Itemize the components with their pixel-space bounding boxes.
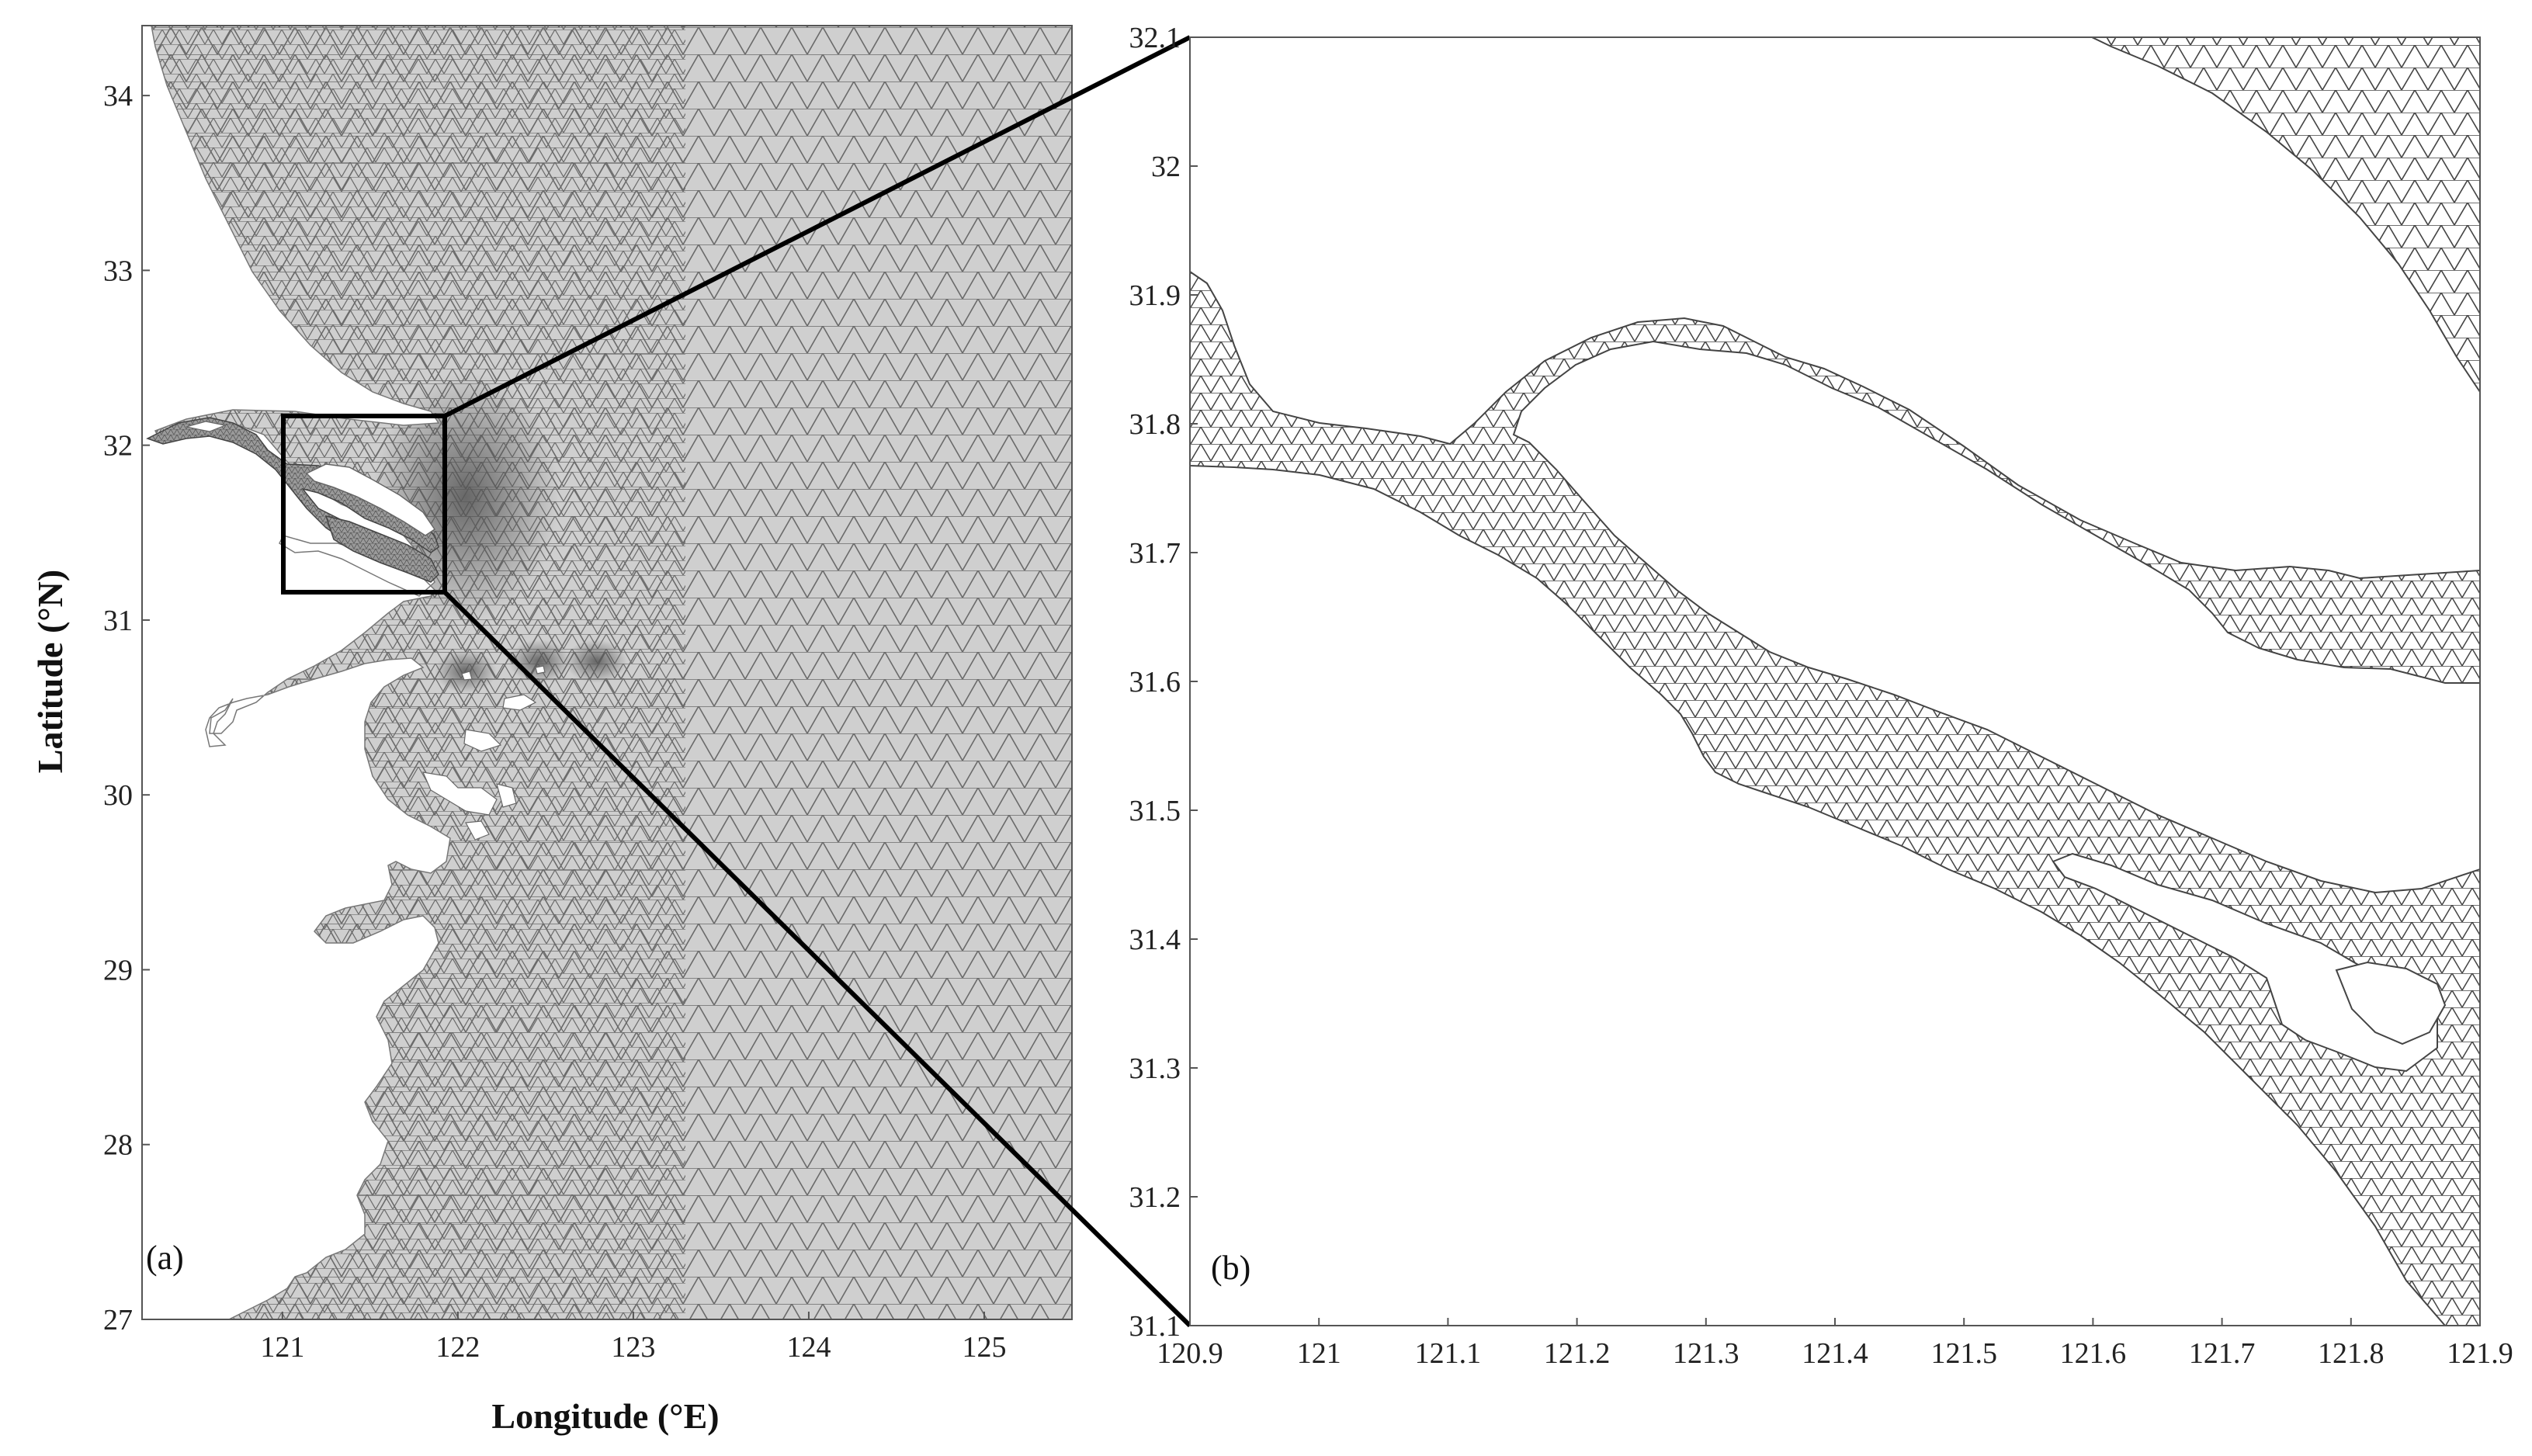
panel-a-y-ticks: 27 28 29 30 31 32 33 34 [103,80,150,1336]
panel-b-y-tick-label: 31.7 [1129,537,1181,570]
dense-mesh-island-3 [565,640,627,683]
x-axis-title: Longitude (°E) [491,1396,719,1436]
island-b-2 [2335,961,2447,1045]
panel-a-x-tick-label: 124 [786,1331,831,1364]
panel-b-label: (b) [1211,1249,1250,1287]
panel-b-y-ticks: 31.1 31.2 31.3 31.4 31.5 31.6 31.7 31.8 31.9 32 32… [1129,22,1198,1343]
panel-b-x-tick-label: 121.9 [2447,1337,2513,1370]
panel-a-x-tick-label: 123 [611,1331,655,1364]
island-zhoushan-3 [422,771,498,816]
panel-b-x-tick-label: 121.1 [1415,1337,1482,1370]
panel-a-x-tick-label: 125 [962,1331,1006,1364]
island-chongming [305,463,436,536]
panel-b-map [1190,37,2480,1326]
zoom-line-top [443,35,1191,418]
island-b-1 [2052,852,2438,1073]
panel-a-y-tick-label: 33 [103,255,133,287]
panel-b-x-ticks: 120.9 121 121.1 121.2 121.3 121.4 121.5 121.6 12… [1157,1318,2513,1370]
y-axis-title: Latitude (°N) [30,570,70,773]
zoom-line-bottom [442,590,1192,1328]
panel-b-y-tick-label: 31.5 [1129,795,1181,827]
panel-a-y-tick-label: 31 [103,605,133,637]
estuary-south-channel [324,515,439,583]
panel-b-y-tick-label: 32 [1151,151,1181,183]
panel-b-y-tick-label: 31.1 [1129,1310,1181,1343]
panel-a-x-tick-label: 122 [435,1331,480,1364]
island-zhoushan-5 [465,820,490,841]
panel-b-x-tick-label: 121.6 [2060,1337,2127,1370]
panel-b: 120.9 121 121.1 121.2 121.3 121.4 121.5 121.6 12… [1129,22,2513,1370]
panel-b-x-tick-label: 121.2 [1544,1337,1611,1370]
mesh-main-channel [1190,270,2480,1326]
panel-a: 121 122 123 124 125 27 28 29 30 31 32 33 34 (a) Lon… [30,25,1192,1436]
panel-b-y-tick-label: 31.8 [1129,408,1181,441]
panel-b-x-tick-label: 121.5 [1930,1337,1997,1370]
island-zhoushan-7 [461,671,473,681]
panel-a-y-tick-label: 29 [103,954,133,986]
inset-box [281,414,447,595]
panel-b-y-tick-label: 32.1 [1129,22,1181,54]
panel-a-y-tick-label: 28 [103,1129,133,1162]
panel-b-y-tick-label: 31.9 [1129,279,1181,312]
panel-b-x-tick-label: 121.3 [1673,1337,1739,1370]
panel-b-y-tick-label: 31.6 [1129,666,1181,699]
panel-a-x-tick-label: 121 [260,1331,304,1364]
island-zhoushan-4 [496,783,517,808]
panel-a-x-ticks: 121 122 123 124 125 [260,1312,1006,1364]
island-zhoushan-2 [463,729,502,752]
panel-b-y-tick-label: 31.2 [1129,1181,1181,1214]
panel-b-x-tick-label: 121.7 [2189,1337,2256,1370]
panel-a-label: (a) [146,1239,184,1277]
panel-b-x-tick-label: 121.8 [2318,1337,2385,1370]
panel-a-frame [141,25,1073,1320]
mesh-northeast [2091,37,2480,393]
panel-b-x-tick-label: 121 [1297,1337,1341,1370]
dense-mesh-island-1 [435,650,497,693]
panel-a-map [142,26,1072,1319]
panel-b-y-tick-label: 31.3 [1129,1052,1181,1085]
panel-a-y-tick-label: 27 [103,1304,133,1336]
island-zhoushan-6 [535,665,546,674]
panel-b-x-tick-label: 121.4 [1802,1337,1868,1370]
panel-a-y-tick-label: 34 [103,80,133,113]
panel-b-y-tick-label: 31.4 [1129,924,1181,956]
island-zhoushan-1 [502,694,537,711]
island-small-north [186,421,227,432]
panel-b-x-tick-label: 120.9 [1157,1337,1223,1370]
panel-a-y-tick-label: 32 [103,430,133,463]
panel-a-y-tick-label: 30 [103,779,133,812]
